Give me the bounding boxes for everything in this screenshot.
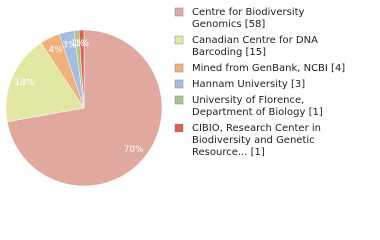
legend-swatch <box>174 123 184 133</box>
slice-label: 1% <box>71 39 86 49</box>
pie-slice <box>5 42 85 123</box>
slice-label: 3% <box>62 40 77 50</box>
legend-label: Centre for Biodiversity <box>192 7 305 18</box>
slice-label: 4% <box>49 45 64 55</box>
legend-swatch <box>174 63 184 73</box>
slice-label: 1% <box>75 39 90 49</box>
legend-swatch <box>174 79 184 89</box>
pie-slice <box>6 29 163 187</box>
legend-label: Barcoding [15] <box>192 47 266 58</box>
legend-label: Canadian Centre for DNA <box>192 35 318 46</box>
legend-label: Hannam University [3] <box>192 79 305 90</box>
legend-label: CIBIO, Research Center in <box>192 123 321 134</box>
legend-swatch <box>174 35 184 45</box>
pie-slice <box>78 29 85 109</box>
legend-swatch <box>174 95 184 105</box>
slice-label: 70% <box>124 145 144 155</box>
legend-label: Resource... [1] <box>192 147 265 158</box>
legend-label: Mined from GenBank, NCBI [4] <box>192 63 345 74</box>
legend-label: Genomics [58] <box>192 19 265 30</box>
legend-label: Department of Biology [1] <box>192 107 323 118</box>
legend-label: Biodiversity and Genetic <box>192 135 315 146</box>
slice-label: 18% <box>14 78 34 88</box>
legend-swatch <box>174 7 184 17</box>
legend-label: University of Florence, <box>192 95 304 106</box>
